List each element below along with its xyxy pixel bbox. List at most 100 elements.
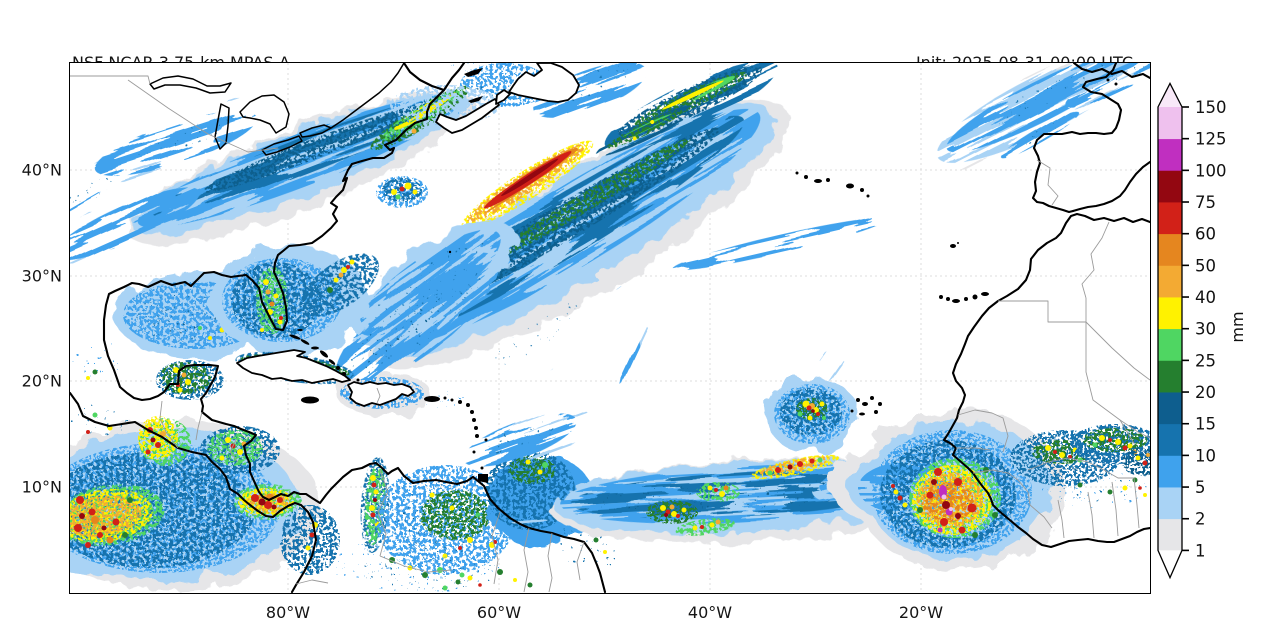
colorbar-segment xyxy=(1158,392,1182,425)
precip-colombia-cells xyxy=(369,475,380,527)
x-tick-label: 80°W xyxy=(265,603,311,622)
coast-lesser-antilles xyxy=(443,250,488,483)
precip-itcz-cluster2 xyxy=(696,482,740,502)
precip-guatemala xyxy=(138,416,191,466)
precip-azores-wisps-e xyxy=(831,224,969,256)
colorbar-segment xyxy=(1158,518,1182,551)
y-tick-label: 20°N xyxy=(21,371,62,391)
colorbar: mm 1 2 5 10 15 20 25 30 40 50 60 75 100 125 150 xyxy=(1150,0,1262,639)
precip-disturbance-fan xyxy=(791,347,845,417)
precip-itcz-cluster3-cells xyxy=(692,519,721,531)
colorbar-tick-label: 20 xyxy=(1195,383,1216,402)
coast-st-lawrence-north xyxy=(402,63,466,92)
precipitation-layer xyxy=(70,63,1150,593)
coastline-layer xyxy=(70,63,1150,593)
y-tick-label: 30°N xyxy=(21,266,62,286)
map-canvas xyxy=(70,63,1150,593)
coast-pacific xyxy=(70,391,318,593)
border-layer xyxy=(70,75,1150,593)
lake-superior xyxy=(149,75,232,94)
coast-hispaniola xyxy=(347,381,415,407)
coast-france-iberia xyxy=(1031,63,1123,214)
map-panel xyxy=(69,62,1151,594)
precip-florida-ne-cells xyxy=(327,259,355,293)
precip-front-mid-segment xyxy=(595,105,696,157)
colorbar-tick-label: 40 xyxy=(1195,288,1216,307)
colorbar-tick-label: 5 xyxy=(1195,478,1206,497)
coast-pei xyxy=(468,96,483,103)
precip-trinidad-offshore xyxy=(459,408,593,474)
precip-nw-tail xyxy=(70,176,213,264)
x-tick-label: 40°W xyxy=(687,603,733,622)
colorbar-segment xyxy=(1158,202,1182,235)
precip-left-edge xyxy=(70,166,126,214)
precip-mexico-inland xyxy=(70,404,130,436)
colorbar-tick-label: 60 xyxy=(1195,225,1216,244)
x-tick-label: 60°W xyxy=(476,603,522,622)
coast-channel-islands xyxy=(1106,78,1118,86)
coast-uk xyxy=(1072,63,1150,80)
colorbar-extend-上 xyxy=(1158,83,1182,107)
coast-anticosti xyxy=(464,68,483,77)
lake-huron xyxy=(239,94,290,134)
colorbar-tick-label: 1 xyxy=(1195,541,1206,560)
colorbar-tick-label: 50 xyxy=(1195,256,1216,275)
colorbar-extend-down xyxy=(1158,550,1182,578)
coast-north-america xyxy=(102,88,607,593)
colorbar-segment xyxy=(1158,233,1182,266)
colorbar-tick-label: 100 xyxy=(1195,161,1227,180)
coast-spain-med xyxy=(1071,160,1150,213)
colorbar-segment xyxy=(1158,297,1182,330)
precip-itcz-west-tail xyxy=(450,479,590,531)
colorbar-tick-label: 150 xyxy=(1195,98,1227,117)
colorbar-tick-label: 30 xyxy=(1195,320,1216,339)
precip-nicaragua xyxy=(200,426,280,474)
precip-colombia-pacific xyxy=(280,505,340,575)
colorbar-segment xyxy=(1158,423,1182,456)
st-lawrence-river xyxy=(330,63,405,129)
precip-25n-wisps xyxy=(589,325,651,435)
colorbar-segment xyxy=(1158,170,1182,203)
precip-bahamas-streaks xyxy=(328,243,512,397)
colorbar-segment xyxy=(1158,138,1182,171)
colorbar-segment xyxy=(1158,360,1182,393)
precip-front-west-cluster xyxy=(376,176,428,208)
colorbar-tick-label: 125 xyxy=(1195,130,1227,149)
precip-channel xyxy=(1065,63,1150,108)
x-tick-label: 20°W xyxy=(898,603,944,622)
y-tick-label: 40°N xyxy=(21,160,62,180)
lake-michigan xyxy=(214,103,230,150)
precip-itcz-chain-cells xyxy=(767,457,823,476)
coast-atlantic-islands xyxy=(795,171,989,416)
colorbar-segment xyxy=(1158,455,1182,488)
colorbar-segment xyxy=(1158,487,1182,520)
coast-cape-breton xyxy=(495,89,511,105)
coast-puerto-rico xyxy=(424,396,440,402)
coast-bahamas xyxy=(289,329,360,382)
coast-jamaica xyxy=(301,396,319,404)
colorbar-tick-label: 15 xyxy=(1195,415,1216,434)
precip-sargasso-streaks xyxy=(466,265,622,389)
coast-cuba xyxy=(236,349,351,384)
precip-left-edge-low xyxy=(70,284,114,316)
coast-newfoundland xyxy=(508,63,580,103)
precip-front-core xyxy=(461,140,594,229)
precip-azores-wisps xyxy=(653,213,908,281)
colorbar-unit-label: mm xyxy=(1228,311,1247,342)
colorbar-tick-label: 10 xyxy=(1195,446,1216,465)
precip-biscay-streaks xyxy=(933,63,1150,171)
precip-galicia xyxy=(1000,111,1080,159)
coast-africa xyxy=(942,212,1150,549)
colorbar-tick-label: 25 xyxy=(1195,351,1216,370)
precip-west-africa xyxy=(830,410,1065,570)
y-tick-label: 10°N xyxy=(21,477,62,497)
colorbar-segment xyxy=(1158,328,1182,361)
lake-ontario xyxy=(299,124,332,138)
colorbar-tick-label: 75 xyxy=(1195,193,1216,212)
lake-erie xyxy=(261,135,303,156)
colorbar-segment xyxy=(1158,265,1182,298)
precip-florida-ne xyxy=(301,253,379,317)
precip-itcz-cluster1 xyxy=(646,500,698,524)
